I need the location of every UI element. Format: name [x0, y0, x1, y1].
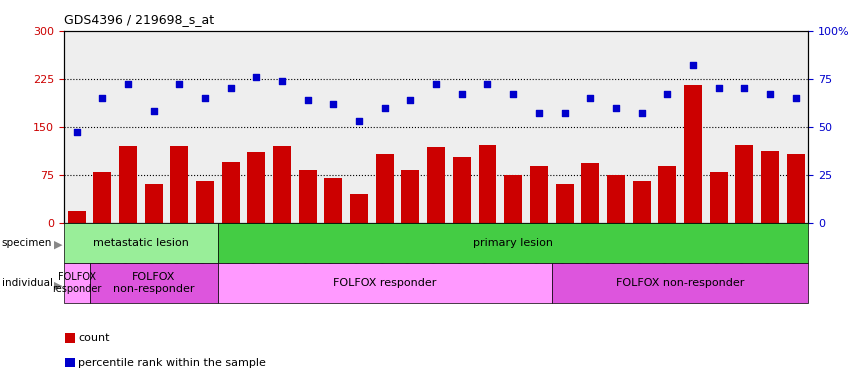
Bar	[170, 146, 188, 223]
Point	[711, 85, 725, 91]
Point	[70, 129, 83, 136]
Point	[327, 101, 340, 107]
Bar	[710, 172, 728, 223]
Bar	[402, 170, 420, 223]
Text: percentile rank within the sample: percentile rank within the sample	[78, 358, 266, 368]
Bar	[478, 145, 496, 223]
Text: metastatic lesion: metastatic lesion	[93, 238, 189, 248]
Bar	[145, 184, 163, 223]
Bar	[324, 178, 342, 223]
Bar	[248, 152, 266, 223]
Bar	[119, 146, 137, 223]
Text: FOLFOX
responder: FOLFOX responder	[52, 272, 101, 294]
Point	[429, 81, 443, 88]
Bar	[94, 172, 111, 223]
Point	[198, 95, 212, 101]
Point	[301, 97, 315, 103]
Bar	[427, 147, 445, 223]
Point	[147, 108, 161, 114]
Bar	[299, 170, 317, 223]
Text: FOLFOX responder: FOLFOX responder	[333, 278, 437, 288]
Point	[352, 118, 366, 124]
Point	[249, 74, 263, 80]
Point	[763, 91, 777, 97]
Point	[95, 95, 109, 101]
Bar	[273, 146, 291, 223]
Text: specimen: specimen	[2, 238, 52, 248]
Bar	[556, 184, 574, 223]
Bar	[68, 211, 86, 223]
Text: GDS4396 / 219698_s_at: GDS4396 / 219698_s_at	[64, 13, 214, 26]
Point	[506, 91, 520, 97]
Bar	[453, 157, 471, 223]
Text: FOLFOX non-responder: FOLFOX non-responder	[616, 278, 745, 288]
Point	[403, 97, 417, 103]
Text: ▶: ▶	[54, 240, 62, 250]
Point	[121, 81, 134, 88]
Bar	[504, 175, 523, 223]
Point	[686, 62, 700, 68]
Bar	[581, 163, 599, 223]
Point	[275, 78, 288, 84]
Bar	[222, 162, 240, 223]
Bar	[607, 175, 625, 223]
Bar	[684, 85, 702, 223]
Bar	[786, 154, 804, 223]
Bar	[530, 166, 548, 223]
Point	[584, 95, 597, 101]
Bar	[735, 145, 753, 223]
Point	[455, 91, 469, 97]
Point	[557, 110, 571, 116]
Bar	[350, 194, 368, 223]
Text: FOLFOX
non-responder: FOLFOX non-responder	[113, 272, 194, 294]
Point	[378, 104, 391, 111]
Point	[532, 110, 545, 116]
Bar	[376, 154, 394, 223]
Bar	[196, 181, 214, 223]
Text: count: count	[78, 333, 110, 343]
Point	[609, 104, 623, 111]
Bar	[761, 151, 779, 223]
Point	[224, 85, 237, 91]
Point	[173, 81, 186, 88]
Point	[481, 81, 494, 88]
Point	[738, 85, 751, 91]
Point	[789, 95, 802, 101]
Text: individual: individual	[2, 278, 53, 288]
Text: ▶: ▶	[54, 280, 62, 290]
Bar	[632, 181, 650, 223]
Point	[635, 110, 648, 116]
Bar	[658, 166, 677, 223]
Text: primary lesion: primary lesion	[473, 238, 553, 248]
Point	[660, 91, 674, 97]
